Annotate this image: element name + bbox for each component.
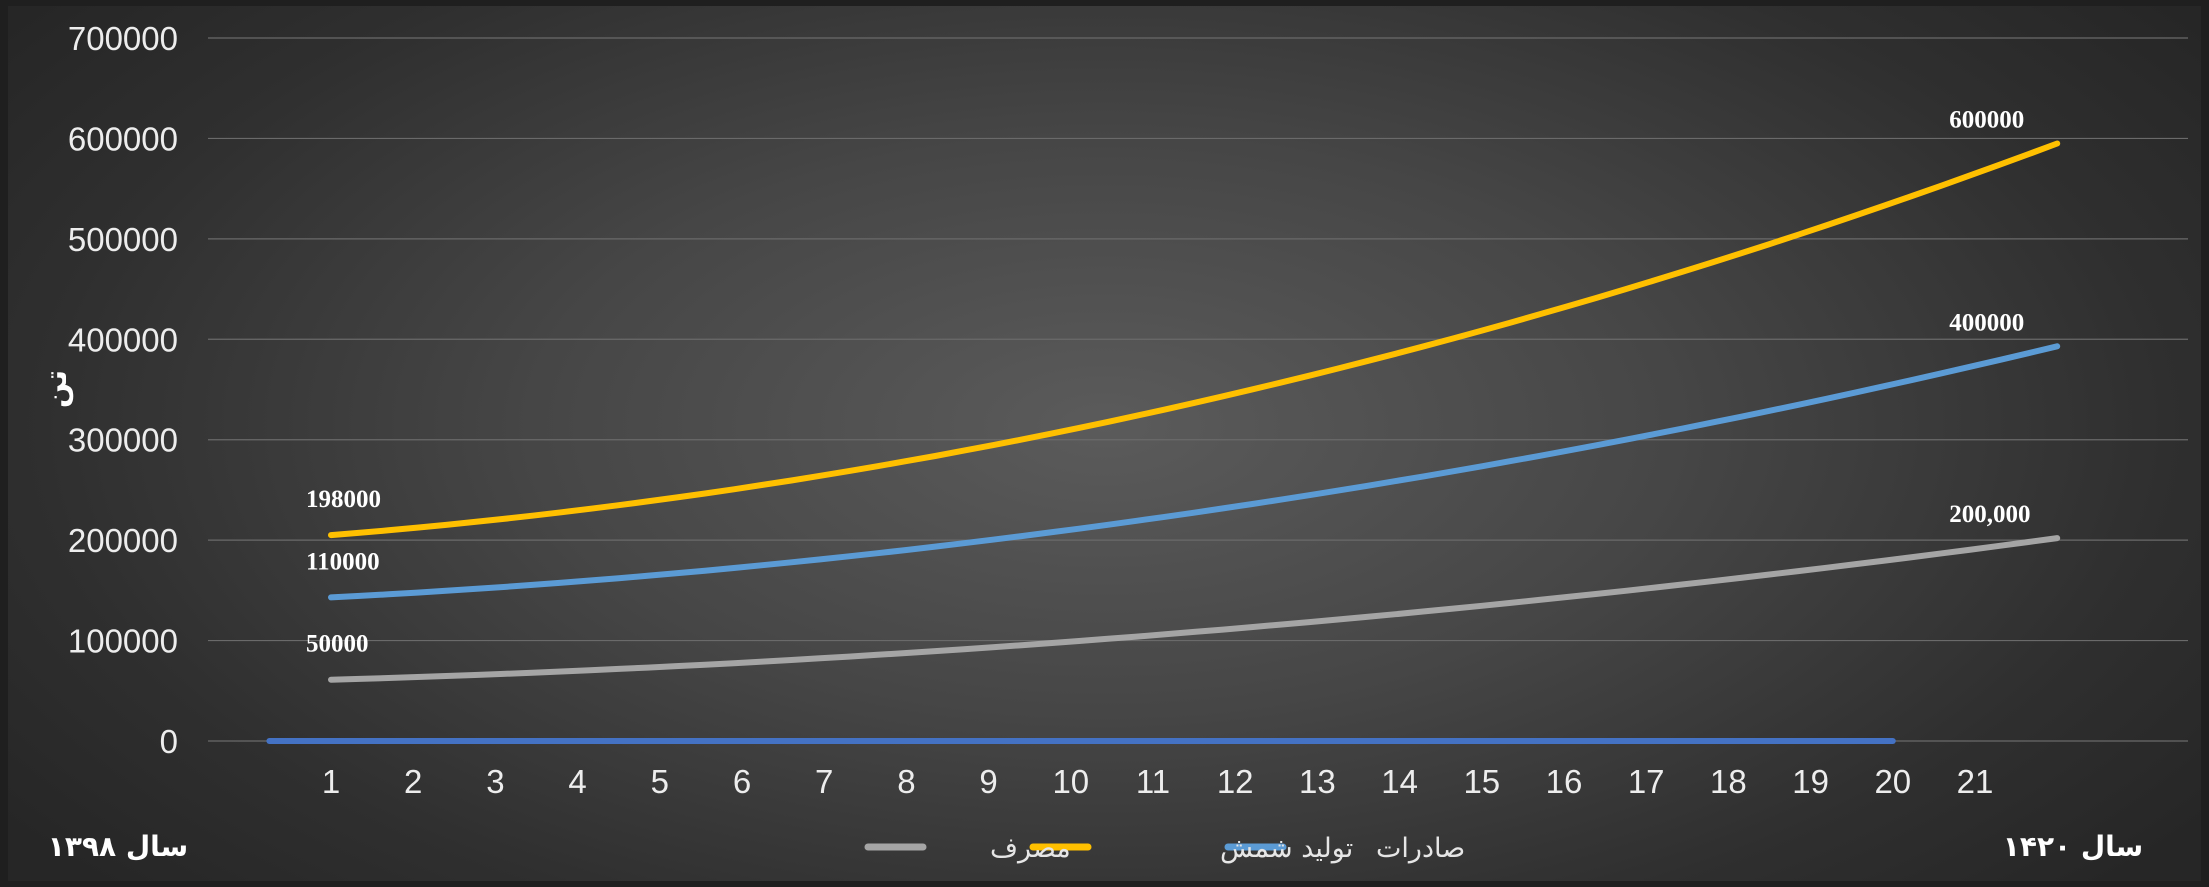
data-label: 50000 <box>306 631 369 658</box>
x-tick-label: 6 <box>733 763 751 800</box>
x-tick-label: 13 <box>1299 763 1336 800</box>
x-tick-label: 20 <box>1874 763 1911 800</box>
y-tick-label: 0 <box>160 723 178 760</box>
x-tick-label: 3 <box>486 763 504 800</box>
x-tick-label: 4 <box>568 763 586 800</box>
x-tick-label: 21 <box>1957 763 1994 800</box>
series-line <box>328 140 2061 539</box>
x-tick-label: 2 <box>404 763 422 800</box>
gridlines <box>208 37 2188 742</box>
x-tick-label: 17 <box>1628 763 1665 800</box>
x-tick-label: 18 <box>1710 763 1747 800</box>
x-tick-label: 19 <box>1792 763 1829 800</box>
x-tick-label: 8 <box>897 763 915 800</box>
legend-item: تولید شمش <box>1029 833 1353 864</box>
legend-item: مصرف <box>864 833 1071 864</box>
legend-label: مصرف <box>990 833 1071 864</box>
x-tick-label: 9 <box>979 763 997 800</box>
legend-label: صادرات <box>1376 833 1465 864</box>
y-tick-label: 100000 <box>68 623 178 660</box>
x-tick-label: 10 <box>1052 763 1089 800</box>
x-tick-label: 5 <box>651 763 669 800</box>
y-tick-label: 600000 <box>68 120 178 157</box>
y-tick-label: 300000 <box>68 422 178 459</box>
legend-item: صادرات <box>1224 833 1465 864</box>
x-tick-label: 11 <box>1136 763 1170 800</box>
chart-area: 700000 600000 500000 400000 300000 200000 1000… <box>8 6 2201 881</box>
data-label: 198000 <box>306 486 381 513</box>
x-tick-label: 7 <box>815 763 833 800</box>
data-label: 400000 <box>1949 309 2024 336</box>
data-label: 600000 <box>1949 106 2024 133</box>
line-chart: 7000006000005000004000003000002000001000… <box>39 20 2188 864</box>
x-tick-label: 1 <box>322 763 340 800</box>
year-start-label: سال ۱۳۹۸ <box>48 830 188 863</box>
data-labels: 198000 600000 110000 400000 50000 200,000 <box>306 106 2030 657</box>
x-tick-label: 15 <box>1463 763 1500 800</box>
data-label: 200,000 <box>1949 501 2030 528</box>
series-lines <box>266 140 2061 744</box>
series-line <box>328 535 2061 683</box>
x-tick-label: 14 <box>1381 763 1418 800</box>
y-tick-label: 200000 <box>68 522 178 559</box>
y-tick-label: 500000 <box>68 221 178 258</box>
legend-label: تولید شمش <box>1220 833 1353 864</box>
data-label: 110000 <box>306 548 380 575</box>
x-axis-ticks: 1 2 3 4 5 6 7 8 9 10 11 12 13 14 15 16 17 18 19 20 21 <box>322 763 1994 800</box>
series-line <box>328 343 2061 601</box>
legend: صادرات تولید شمش مصرف <box>864 833 1465 864</box>
y-axis-ticks: 700000 600000 500000 400000 300000 200000 1000… <box>68 20 178 760</box>
y-axis-label: تن <box>39 370 74 408</box>
year-end-label: سال ۱۴۲۰ <box>2003 830 2143 863</box>
x-tick-label: 16 <box>1546 763 1583 800</box>
y-tick-label: 700000 <box>68 20 178 57</box>
x-tick-label: 12 <box>1217 763 1254 800</box>
y-tick-label: 400000 <box>68 321 178 358</box>
